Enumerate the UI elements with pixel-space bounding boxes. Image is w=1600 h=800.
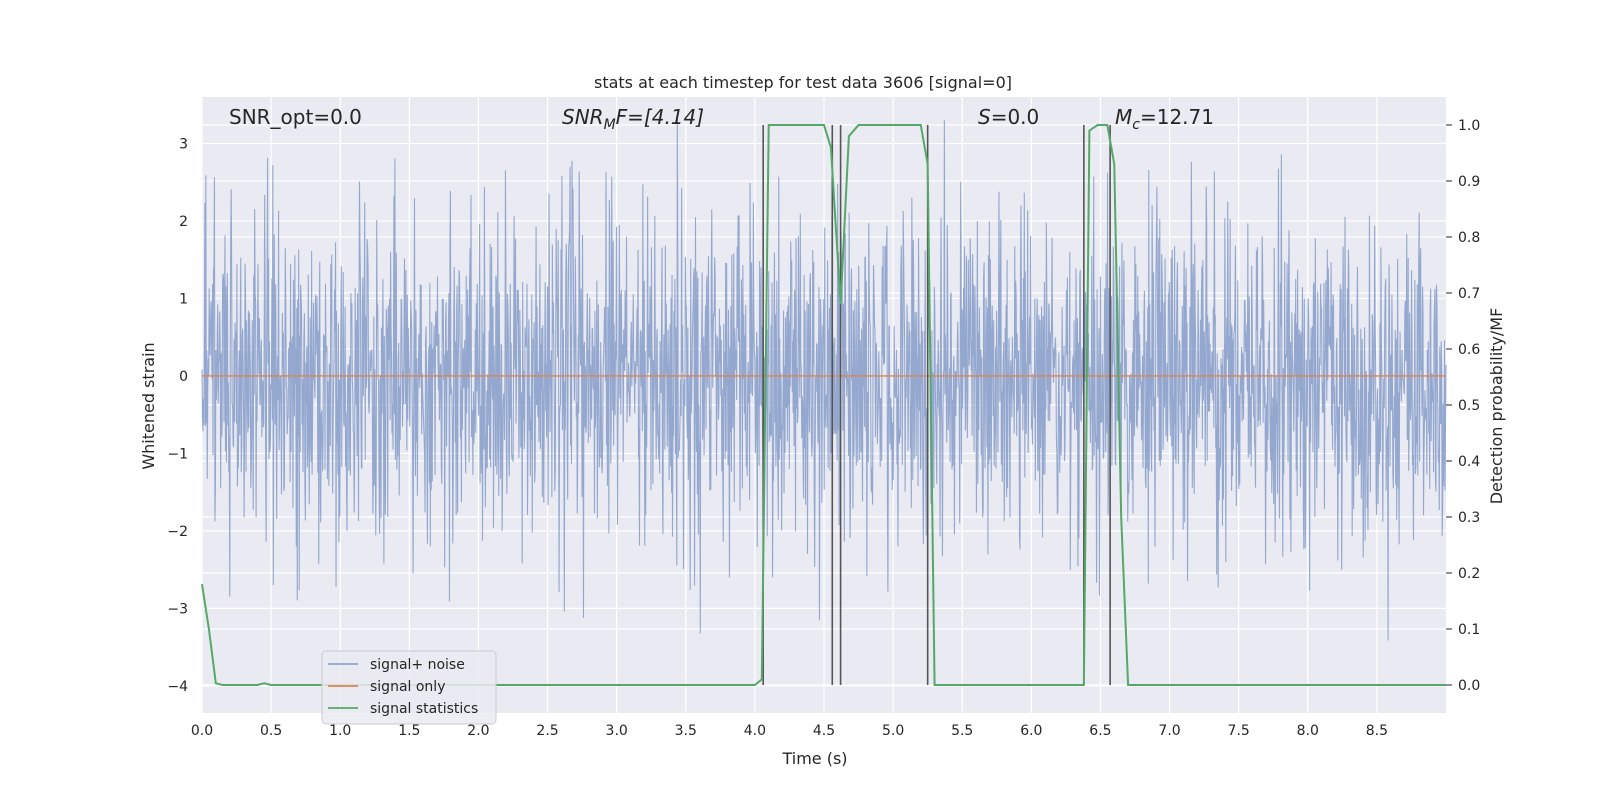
x-tick-2: 1.0 bbox=[329, 723, 351, 739]
series-signal-noise bbox=[201, 120, 1447, 641]
legend-label-statistics: signal statistics bbox=[370, 701, 478, 717]
mc-prefix: M bbox=[1115, 105, 1132, 129]
yl-tick-7: −4 bbox=[167, 679, 188, 695]
y-left-tick-labels: 3 2 1 0 −1 −2 −3 −4 bbox=[167, 136, 188, 694]
annotation-snr-opt: SNR_opt=0.0 bbox=[229, 105, 362, 129]
snr-mf-sub: M bbox=[604, 117, 616, 133]
x-tick-10: 5.0 bbox=[882, 723, 904, 739]
yl-tick-4: −1 bbox=[167, 446, 188, 462]
snr-mf-prefix: SNR bbox=[562, 105, 604, 129]
y-axis-label-left: Whitened strain bbox=[139, 342, 158, 469]
yl-tick-5: −2 bbox=[167, 524, 188, 540]
mc-sub: c bbox=[1132, 117, 1140, 133]
x-tick-0: 0.0 bbox=[191, 723, 213, 739]
legend-label-signal: signal only bbox=[370, 679, 445, 695]
yr-tick-0: 1.0 bbox=[1458, 118, 1480, 134]
x-tick-11: 5.5 bbox=[951, 723, 973, 739]
x-tick-labels: 0.0 0.5 1.0 1.5 2.0 2.5 3.0 3.5 4.0 4.5 5.0 5.5 6.0 6… bbox=[191, 723, 1388, 739]
yl-tick-6: −3 bbox=[167, 601, 188, 617]
yr-tick-6: 0.4 bbox=[1458, 454, 1480, 470]
x-tick-14: 7.0 bbox=[1158, 723, 1180, 739]
series-signal-statistics bbox=[201, 124, 1446, 686]
x-tick-5: 2.5 bbox=[536, 723, 558, 739]
x-tick-4: 2.0 bbox=[467, 723, 489, 739]
legend: signal+ noise signal only signal statist… bbox=[321, 650, 497, 725]
annotation-mc: Mc=12.71 bbox=[1115, 105, 1214, 133]
yl-tick-0: 3 bbox=[179, 136, 188, 152]
x-tick-3: 1.5 bbox=[398, 723, 420, 739]
chart-title: stats at each timestep for test data 360… bbox=[594, 73, 1012, 92]
annotation-snr-mf: SNRMF=[4.14] bbox=[562, 105, 704, 133]
y-right-tick-labels: 1.0 0.9 0.8 0.7 0.6 0.5 0.4 0.3 0.2 0.1 0.0 bbox=[1446, 118, 1480, 694]
yr-tick-9: 0.1 bbox=[1458, 622, 1480, 638]
snr-mf-suffix: F=[4.14] bbox=[616, 105, 704, 129]
mc-suffix: =12.71 bbox=[1140, 105, 1214, 129]
x-tick-17: 8.5 bbox=[1366, 723, 1388, 739]
yr-tick-2: 0.8 bbox=[1458, 230, 1480, 246]
yr-tick-5: 0.5 bbox=[1458, 398, 1480, 414]
x-tick-8: 4.0 bbox=[744, 723, 766, 739]
x-axis-label: Time (s) bbox=[781, 749, 847, 768]
yr-tick-4: 0.6 bbox=[1458, 342, 1480, 358]
s-suffix: =0.0 bbox=[991, 105, 1040, 129]
yr-tick-1: 0.9 bbox=[1458, 174, 1480, 190]
legend-label-noise: signal+ noise bbox=[370, 657, 465, 673]
legend-box bbox=[321, 650, 497, 725]
x-tick-16: 8.0 bbox=[1297, 723, 1319, 739]
y-axis-label-right: Detection probability/MF bbox=[1487, 308, 1506, 505]
yr-tick-3: 0.7 bbox=[1458, 286, 1480, 302]
x-tick-6: 3.0 bbox=[606, 723, 628, 739]
yl-tick-3: 0 bbox=[179, 369, 188, 385]
yl-tick-2: 1 bbox=[179, 291, 188, 307]
yr-tick-10: 0.0 bbox=[1458, 678, 1480, 694]
yl-tick-1: 2 bbox=[179, 214, 188, 230]
s-prefix: S bbox=[978, 105, 991, 129]
x-tick-13: 6.5 bbox=[1089, 723, 1111, 739]
x-tick-7: 3.5 bbox=[675, 723, 697, 739]
statistics-line bbox=[201, 124, 1446, 686]
x-tick-15: 7.5 bbox=[1228, 723, 1250, 739]
yr-tick-8: 0.2 bbox=[1458, 566, 1480, 582]
x-tick-9: 4.5 bbox=[813, 723, 835, 739]
x-tick-12: 6.0 bbox=[1020, 723, 1042, 739]
annotation-s: S=0.0 bbox=[978, 105, 1039, 129]
noise-line bbox=[201, 120, 1447, 641]
yr-tick-7: 0.3 bbox=[1458, 510, 1480, 526]
x-tick-1: 0.5 bbox=[260, 723, 282, 739]
